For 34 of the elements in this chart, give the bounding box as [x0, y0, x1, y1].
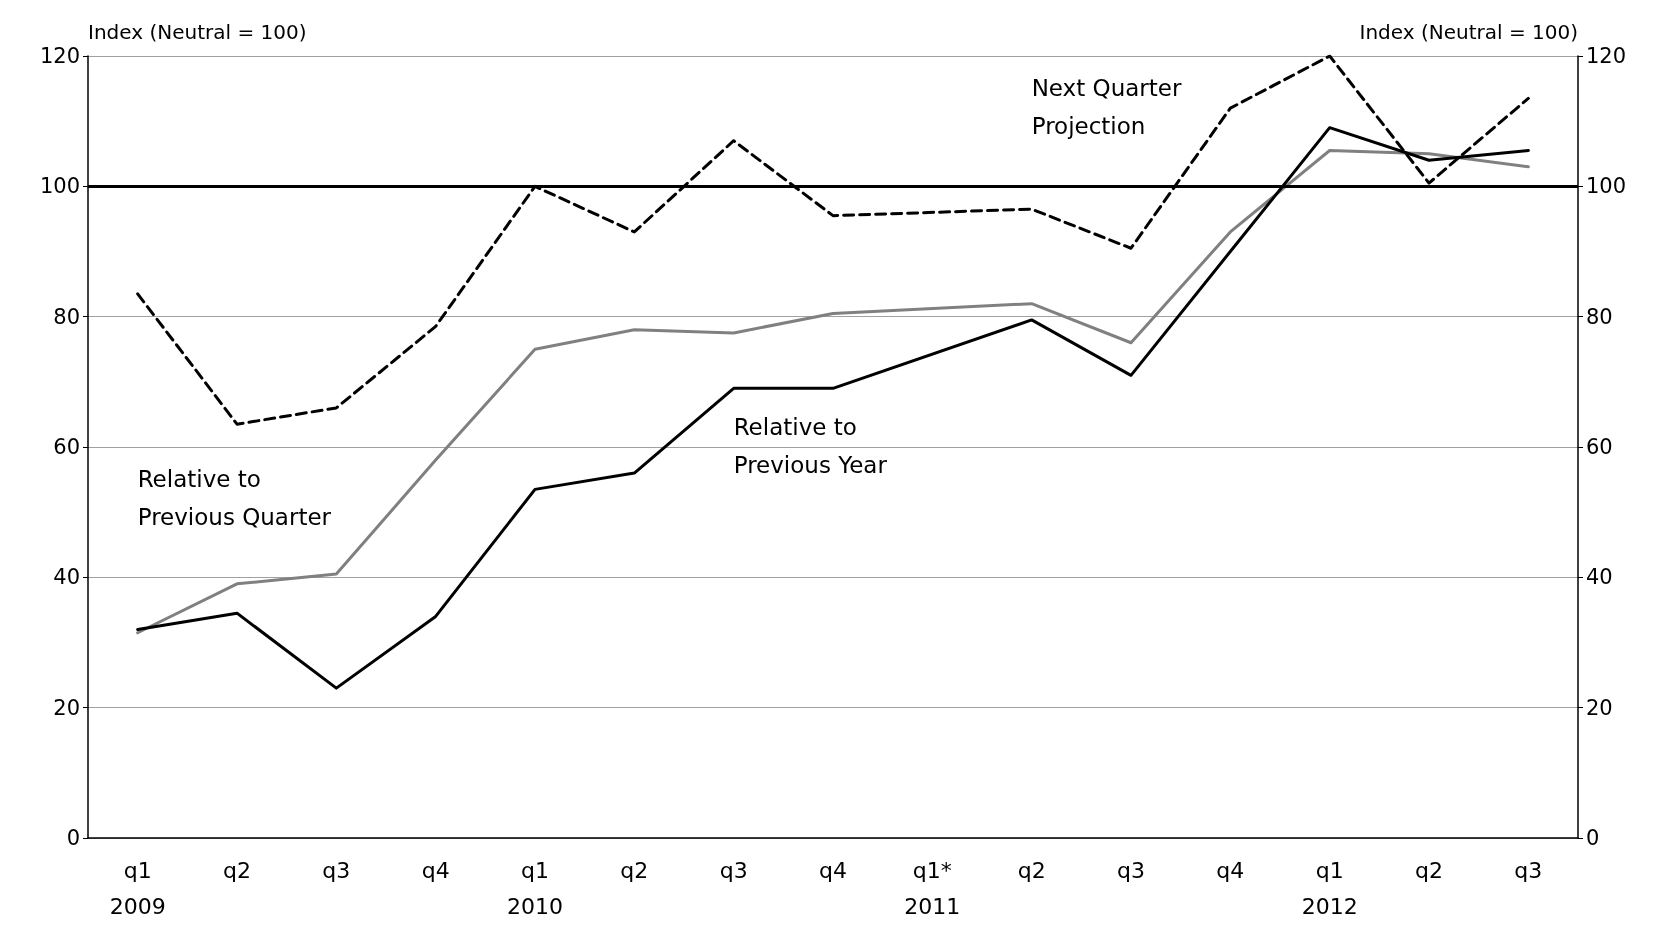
x-tick-label: q2: [223, 857, 251, 883]
x-tick-label: q2: [620, 857, 649, 883]
x-tick-label: q3: [1514, 857, 1543, 883]
x-tick-label: q1* 2011: [904, 857, 961, 919]
y2-tick-label: 20: [1586, 695, 1613, 720]
x-tick-label: q1 2010: [507, 857, 563, 919]
x-tick-label: q2: [1017, 857, 1046, 883]
x-tick-label: q4: [819, 857, 847, 883]
y2-tick-label: 0: [1586, 826, 1600, 850]
x-tick-label: q3: [1117, 857, 1145, 883]
y-tick-label: 100: [39, 174, 80, 199]
y-axis-title: Index (Neutral = 100): [88, 20, 307, 44]
y-tick-label: 60: [53, 435, 80, 459]
y-tick-label: 40: [53, 565, 80, 590]
x-tick-label: q4: [421, 857, 450, 883]
x-tick-label: q2: [1415, 857, 1443, 883]
y2-tick-label: 120: [1586, 44, 1627, 68]
series-label: Relative to Previous Quarter: [137, 466, 332, 531]
y2-tick-label: 80: [1586, 304, 1613, 329]
x-tick-label: q1 2012: [1301, 857, 1358, 919]
y-tick-label: 0: [66, 826, 80, 850]
y-tick-label: 120: [39, 44, 80, 68]
y2-tick-label: 100: [1586, 174, 1627, 199]
y2-tick-label: 60: [1586, 435, 1613, 459]
y2-tick-label: 40: [1586, 565, 1613, 590]
series-label: Relative to Previous Year: [733, 413, 888, 478]
y-tick-label: 20: [53, 695, 80, 720]
x-tick-label: q3: [322, 857, 351, 883]
y2-axis-title: Index (Neutral = 100): [1359, 20, 1578, 44]
x-tick-label: q3: [719, 857, 748, 883]
y-tick-label: 80: [53, 304, 80, 329]
series-label: Next Quarter Projection: [1031, 75, 1189, 140]
x-tick-label: q1 2009: [109, 857, 166, 919]
x-tick-label: q4: [1216, 857, 1245, 883]
